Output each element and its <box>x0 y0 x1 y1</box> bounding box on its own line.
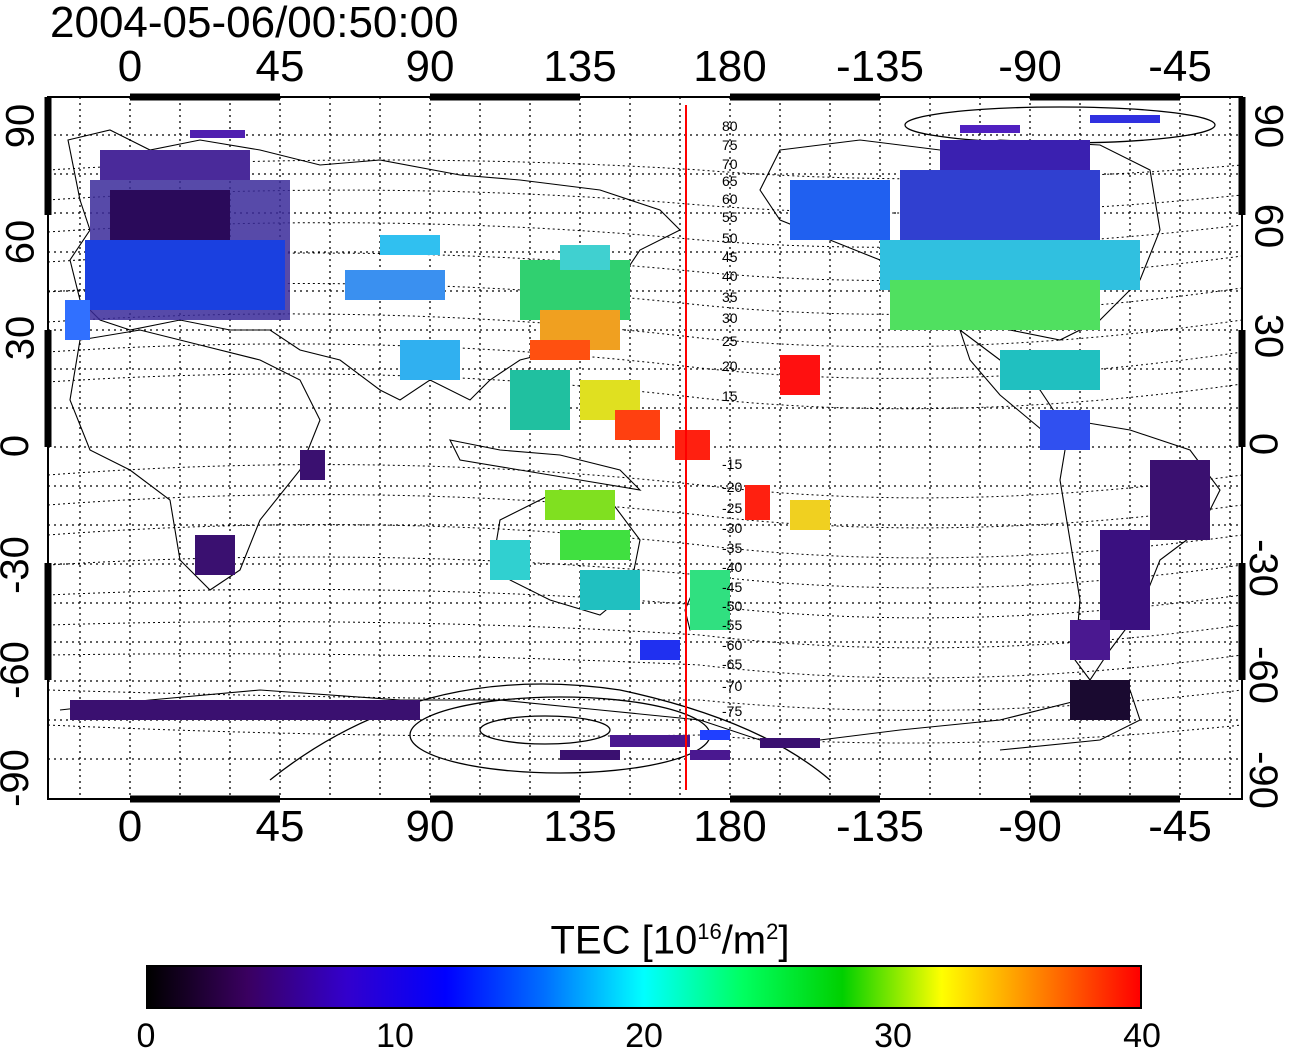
lon-tick-top: -135 <box>835 42 925 91</box>
lon-tick-top: -90 <box>998 42 1062 91</box>
colorbar-tick: 0 <box>136 1017 156 1055</box>
mlat-label: -40 <box>722 559 742 575</box>
lon-tick-top: 180 <box>693 42 767 91</box>
colorbar-tick: 20 <box>625 1017 663 1055</box>
mlat-label: -65 <box>722 656 742 672</box>
mlat-label: 30 <box>722 310 738 326</box>
mlat-label: -55 <box>722 617 742 633</box>
map-title: 2004-05-06/00:50:00 <box>50 0 459 47</box>
europe-asia-outline <box>67 129 681 401</box>
colorbar-title-end: ] <box>778 918 790 963</box>
lon-tick-top: 45 <box>255 42 305 91</box>
mlat-label: 40 <box>722 268 738 284</box>
lon-tick-bottom: -135 <box>835 802 925 851</box>
tec-asia <box>345 235 820 460</box>
mlat-label: 70 <box>722 156 738 172</box>
mlat-label: 45 <box>722 249 738 265</box>
mlat-label: 35 <box>722 289 738 305</box>
colorbar-title-mid: /m <box>721 918 767 963</box>
lon-tick-bottom: 0 <box>117 802 143 851</box>
mlat-label: 20 <box>722 358 738 374</box>
mlat-label: -75 <box>722 703 742 719</box>
lon-tick-bottom: 45 <box>255 802 305 851</box>
map-frame <box>47 96 1243 800</box>
indonesia-outline <box>449 439 642 491</box>
mlat-label: -20 <box>722 479 742 495</box>
colorbar-title-exp2: 2 <box>766 919 779 944</box>
tec-australia <box>490 485 830 660</box>
lon-tick-bottom: -45 <box>1148 802 1212 851</box>
lon-tick-top: -45 <box>1148 42 1212 91</box>
mlat-label: 25 <box>722 333 738 349</box>
tec-europe <box>65 130 290 340</box>
colorbar-title: TEC [1016/m2] <box>470 910 870 962</box>
mlat-label: 75 <box>722 137 738 153</box>
tec-antarctica <box>70 680 1130 760</box>
mlat-labels: 80 75 70 65 60 55 50 45 40 35 30 25 20 1… <box>722 118 742 719</box>
mlat-label: 65 <box>722 173 738 189</box>
colorbar-tick: 30 <box>874 1017 912 1055</box>
lon-tick-top: 0 <box>117 42 143 91</box>
mlat-label: 60 <box>722 191 738 207</box>
tec-data <box>65 115 1210 760</box>
mlat-label: -50 <box>722 598 742 614</box>
mlat-label: -35 <box>722 540 742 556</box>
tec-colorbar <box>146 965 1142 1009</box>
mlat-label: -30 <box>722 520 742 536</box>
africa-outline <box>69 329 321 591</box>
tec-africa <box>195 450 325 575</box>
mlat-label: 15 <box>722 388 738 404</box>
tec-map: 80 75 70 65 60 55 50 45 40 35 30 25 20 1… <box>44 93 1246 803</box>
mlat-label: -60 <box>722 637 742 653</box>
mlat-label: -45 <box>722 579 742 595</box>
colorbar-title-exp1: 16 <box>697 919 722 944</box>
mlat-label: -25 <box>722 500 742 516</box>
mlat-label: -15 <box>722 456 742 472</box>
tec-south-america <box>1070 460 1210 660</box>
mlat-label: 50 <box>722 230 738 246</box>
lon-tick-top: 90 <box>405 42 455 91</box>
lon-tick-bottom: -90 <box>998 802 1062 851</box>
colorbar-title-main: TEC [10 <box>550 918 698 963</box>
lon-tick-bottom: 135 <box>543 802 617 851</box>
colorbar-tick: 10 <box>376 1017 414 1055</box>
lon-tick-bottom: 90 <box>405 802 455 851</box>
mlat-label: 55 <box>722 209 738 225</box>
lon-tick-bottom: 180 <box>693 802 767 851</box>
mlat-label: -70 <box>722 678 742 694</box>
colorbar-tick: 40 <box>1123 1017 1161 1055</box>
tec-north-america <box>790 115 1160 450</box>
mlat-label: 80 <box>722 118 738 134</box>
lon-tick-top: 135 <box>543 42 617 91</box>
